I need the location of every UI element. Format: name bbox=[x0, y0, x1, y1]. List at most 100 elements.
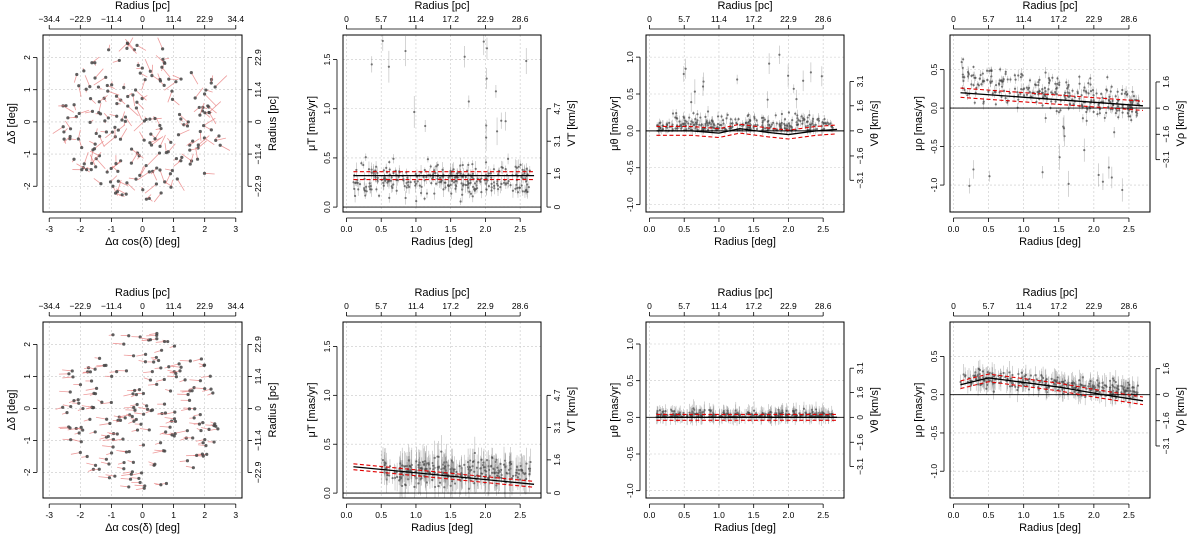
data-point bbox=[795, 123, 798, 126]
data-point bbox=[661, 128, 665, 131]
data-point bbox=[752, 409, 756, 412]
data-point bbox=[728, 127, 731, 130]
pm-arrow bbox=[62, 376, 74, 379]
pm-arrow bbox=[189, 138, 200, 146]
star-point bbox=[170, 168, 174, 173]
outlier-point bbox=[736, 78, 739, 81]
star-point bbox=[168, 425, 172, 429]
data-point bbox=[487, 185, 491, 188]
top-tick-label: 5.7 bbox=[983, 14, 995, 24]
star-point bbox=[137, 154, 141, 158]
y-axis-label: μθ [mas/yr] bbox=[609, 383, 621, 438]
data-point bbox=[407, 180, 410, 184]
data-point bbox=[804, 411, 807, 414]
y-tick-label: -1.0 bbox=[625, 483, 635, 498]
data-point bbox=[1131, 385, 1134, 389]
star-point bbox=[143, 484, 147, 488]
data-point bbox=[731, 125, 734, 129]
data-point bbox=[1025, 93, 1029, 96]
top-tick-label: 17.2 bbox=[442, 301, 459, 311]
data-point bbox=[453, 482, 457, 485]
star-point bbox=[132, 405, 136, 410]
data-point bbox=[473, 182, 477, 185]
right-axis-label: Radius [pc] bbox=[267, 382, 279, 437]
pm-arrow bbox=[157, 37, 163, 50]
star-point bbox=[107, 48, 111, 52]
data-point bbox=[688, 116, 691, 119]
outlier-point bbox=[463, 55, 466, 58]
data-point bbox=[806, 120, 809, 123]
data-point bbox=[431, 478, 434, 482]
data-point bbox=[1050, 91, 1053, 94]
star-point bbox=[166, 150, 170, 154]
data-point bbox=[697, 414, 700, 417]
data-point bbox=[509, 184, 512, 187]
data-point bbox=[671, 410, 674, 413]
data-point bbox=[985, 387, 988, 390]
star-point bbox=[174, 156, 179, 161]
right-tick-label: 22.9 bbox=[253, 49, 263, 66]
data-point bbox=[430, 182, 433, 185]
data-point bbox=[500, 166, 503, 169]
fit-line bbox=[960, 92, 1144, 107]
data-point bbox=[482, 466, 486, 469]
star-point bbox=[150, 74, 154, 78]
data-point bbox=[390, 176, 393, 179]
data-point bbox=[442, 188, 445, 191]
data-point bbox=[424, 467, 427, 471]
star-point bbox=[68, 390, 72, 394]
star-point bbox=[111, 445, 115, 449]
star-point bbox=[148, 378, 153, 382]
data-point bbox=[980, 83, 983, 86]
data-point bbox=[438, 181, 441, 184]
data-point bbox=[811, 117, 815, 120]
x-axis-label: Radius [deg] bbox=[714, 236, 776, 248]
data-point bbox=[523, 172, 526, 175]
outlier-point bbox=[413, 110, 416, 114]
star-point bbox=[158, 441, 163, 445]
fit-band-upper bbox=[960, 373, 1144, 398]
data-point bbox=[460, 182, 463, 185]
data-point bbox=[706, 110, 710, 113]
data-point bbox=[392, 157, 395, 160]
star-point bbox=[168, 172, 173, 176]
data-point bbox=[354, 194, 357, 198]
data-point bbox=[1087, 82, 1090, 85]
data-point bbox=[692, 112, 695, 115]
data-point bbox=[1129, 115, 1132, 118]
data-point bbox=[961, 73, 964, 76]
pm-arrow bbox=[147, 152, 160, 166]
x-tick-label: 2 bbox=[202, 224, 207, 234]
data-point bbox=[410, 463, 413, 467]
data-point bbox=[353, 187, 356, 191]
star-point bbox=[78, 450, 82, 455]
outlier-point bbox=[795, 98, 798, 101]
star-point bbox=[133, 388, 137, 393]
outlier-point bbox=[1041, 171, 1044, 174]
pm-arrow bbox=[89, 154, 97, 167]
star-point bbox=[131, 460, 136, 464]
data-point bbox=[1019, 75, 1023, 79]
data-point bbox=[992, 390, 995, 393]
data-point bbox=[1124, 390, 1127, 393]
data-point bbox=[471, 163, 474, 166]
data-point bbox=[772, 121, 775, 124]
star-point bbox=[134, 177, 138, 181]
data-point bbox=[1070, 382, 1073, 385]
data-point bbox=[473, 482, 476, 485]
pm-arrow bbox=[121, 473, 132, 476]
outlier-point bbox=[525, 59, 528, 63]
pm-arrow bbox=[79, 109, 90, 114]
data-point bbox=[964, 374, 967, 377]
data-point bbox=[696, 113, 699, 116]
top-tick-label: −22.9 bbox=[70, 14, 92, 24]
y-tick-label: 1.0 bbox=[322, 103, 332, 115]
star-point bbox=[129, 472, 133, 476]
star-point bbox=[126, 42, 130, 46]
data-point bbox=[1044, 71, 1047, 74]
pm-arrow bbox=[214, 75, 228, 88]
data-point bbox=[364, 189, 367, 192]
pm-arrow bbox=[116, 449, 127, 453]
data-point bbox=[483, 469, 487, 472]
star-point bbox=[157, 151, 162, 155]
